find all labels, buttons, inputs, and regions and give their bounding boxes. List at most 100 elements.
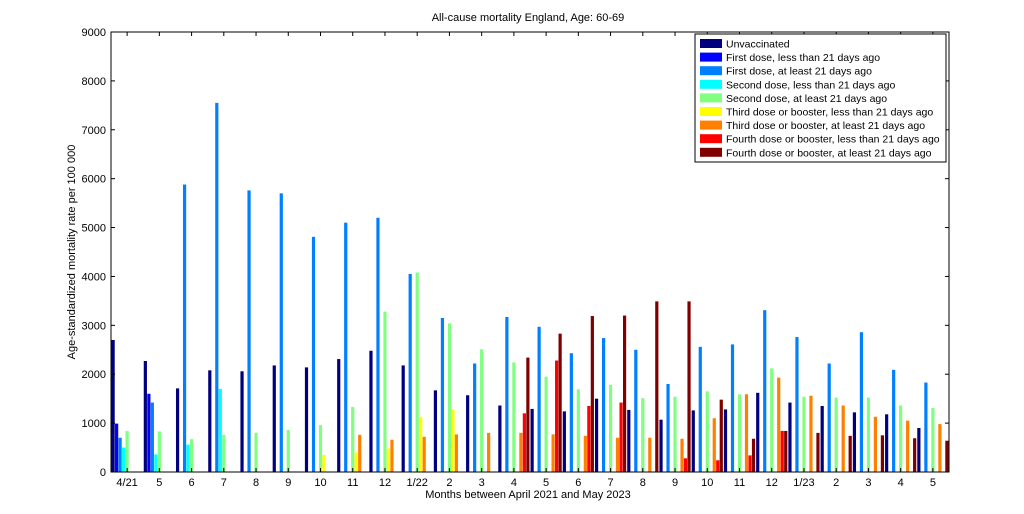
bar [447,323,452,472]
x-tick-label: 4/21 [116,477,137,489]
bar [147,393,151,472]
y-axis-label: Age-standardized mortality rate per 100 … [66,145,78,360]
x-tick-label: 8 [640,477,646,489]
legend-label: Fourth dose or booster, at least 21 days… [726,147,932,159]
x-tick-label: 9 [672,477,678,489]
bar [788,402,792,472]
bar [852,412,857,472]
bar [795,337,799,472]
bar [666,384,670,472]
bar [498,405,502,472]
x-tick-label: 11 [347,477,358,489]
bar [924,382,928,472]
x-tick-label: 6 [575,477,581,489]
bar [730,344,735,472]
bar [186,444,190,472]
x-tick-label: 10 [314,477,326,489]
x-tick-label: 10 [701,477,713,489]
bar [386,448,391,472]
bar [615,437,620,472]
bars-layer [111,102,949,472]
bar [866,397,871,472]
bar [917,428,921,472]
bar [419,416,423,472]
x-tick-label: 8 [253,477,259,489]
bar [756,392,760,472]
bar [716,460,720,472]
bar [931,407,935,472]
y-tick-label: 4000 [82,271,106,283]
x-tick-label: 2 [446,477,452,489]
bar [369,350,373,472]
bar [254,432,258,472]
legend-label: Third dose or booster, at least 21 days … [726,120,925,132]
bar [208,370,212,472]
bar [576,389,580,472]
bar [809,395,813,472]
bar [737,394,742,472]
bar [480,349,484,472]
bar [154,454,158,472]
bar [311,236,316,472]
bar [175,388,180,472]
bar [751,438,756,472]
legend-label: Second dose, at least 21 days ago [726,93,887,105]
bar [526,357,530,472]
bar [780,430,784,472]
bar [512,362,516,472]
bar [594,398,599,472]
legend-swatch [700,107,722,116]
plot-frame [110,31,950,473]
bar [834,397,838,472]
bar [913,438,917,472]
bar [938,424,942,472]
bar [143,361,147,472]
x-tick-label: 1/22 [406,477,427,489]
legend-swatch [700,66,722,76]
bar [304,367,309,472]
bar [748,455,752,472]
x-tick-label: 7 [608,477,614,489]
x-tick-label: 2 [833,477,839,489]
bar [655,301,659,472]
bar [322,454,326,472]
bar [215,102,219,472]
bar [583,435,587,472]
bar [827,363,831,472]
y-tick-label: 3000 [82,320,106,332]
bar [945,440,949,472]
bar [189,439,194,472]
bar [673,396,677,472]
bar [622,315,627,472]
bar [218,388,222,472]
bar [712,418,716,472]
bar [440,318,445,472]
bar [466,395,470,472]
x-tick-label: 9 [285,477,291,489]
legend-swatch [700,147,722,157]
bar [247,190,251,472]
bar [859,332,864,472]
legend-label: Unvaccinated [726,39,790,51]
x-axis: 4/21 5 6 7 8 9 10 11 12 1/22 2 3 4 5 6 7 8 9 10 11 12 1/23 2 3 4… [116,32,936,489]
bar [627,409,631,472]
bar [344,222,348,472]
x-tick-label: 5 [930,477,936,489]
bar [777,377,781,472]
bar [125,430,129,472]
legend-swatch [700,120,722,130]
bar [279,193,283,472]
bar [157,431,161,472]
bar [473,363,477,472]
bar [433,390,438,472]
bar [558,333,562,472]
bar [899,405,903,472]
bar [906,420,910,472]
bar [537,326,541,472]
x-tick-label: 7 [221,477,227,489]
bar [601,338,606,472]
bar [770,368,774,472]
x-tick-label: 1/23 [793,477,814,489]
